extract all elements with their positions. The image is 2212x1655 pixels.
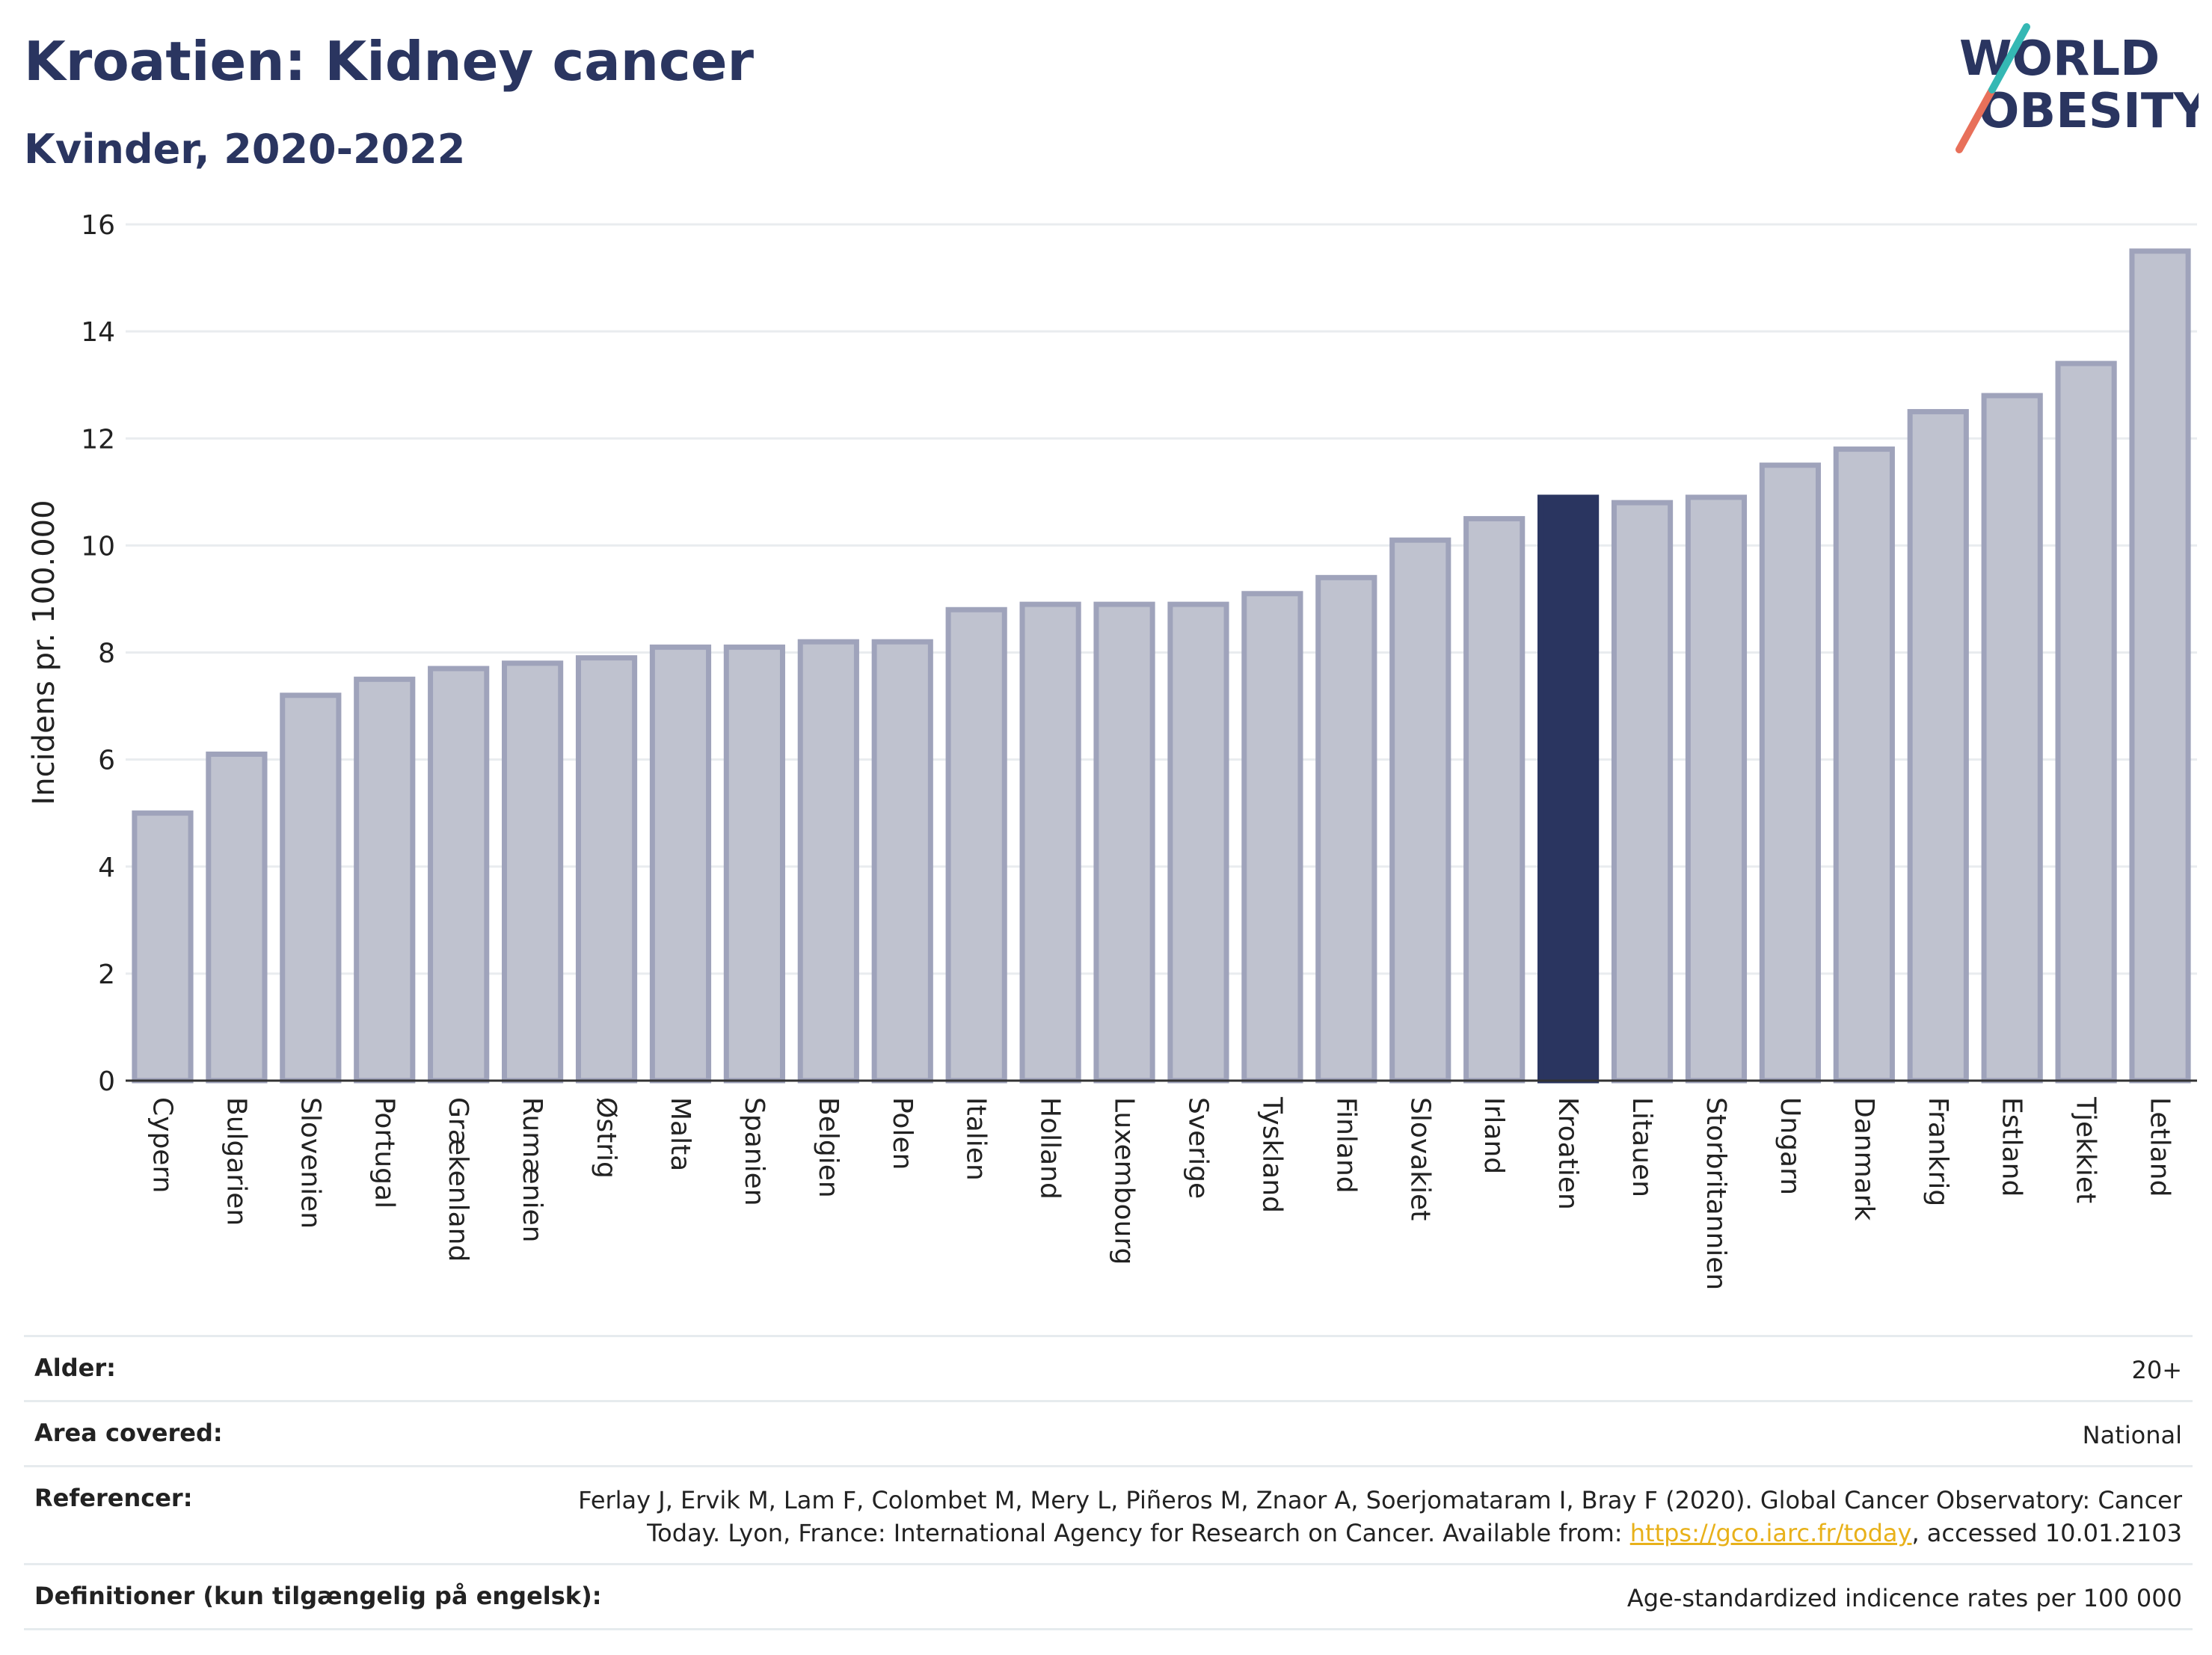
- x-tick-label: Ungarn: [1775, 1097, 1805, 1195]
- chart-subtitle: Kvinder, 2020-2022: [24, 126, 466, 173]
- x-tick-label: Belgien: [813, 1097, 844, 1198]
- bar-highlighted: [1537, 494, 1600, 1084]
- y-tick-label: 14: [81, 317, 115, 348]
- x-tick-label: Finland: [1330, 1097, 1361, 1194]
- bar: [280, 693, 342, 1084]
- bar: [649, 644, 712, 1084]
- bar: [132, 810, 194, 1084]
- bar: [723, 644, 785, 1084]
- definitions-label: Definitioner (kun tilgængelig på engelsk…: [34, 1582, 602, 1610]
- references-accessed: , accessed 10.01.2103: [1911, 1519, 2182, 1547]
- bar: [1167, 601, 1229, 1084]
- bar: [1833, 446, 1895, 1084]
- x-tick-label: Rumænien: [517, 1097, 547, 1242]
- x-tick-label: Malta: [665, 1097, 695, 1171]
- bar: [1389, 537, 1451, 1084]
- references-text: Ferlay J, Ervik M, Lam F, Colombet M, Me…: [578, 1486, 2182, 1547]
- y-tick-label: 12: [81, 424, 115, 455]
- y-tick-label: 4: [98, 853, 115, 883]
- y-tick-label: 8: [98, 639, 115, 669]
- bar: [1463, 516, 1526, 1084]
- x-tick-label: Litauen: [1626, 1097, 1657, 1197]
- references-label: Referencer:: [34, 1484, 193, 1512]
- bar: [1611, 500, 1674, 1084]
- area-label: Area covered:: [34, 1419, 223, 1447]
- x-tick-label: Grækenland: [443, 1097, 473, 1262]
- bar: [575, 655, 638, 1084]
- x-tick-label: Tjekkiet: [2071, 1096, 2101, 1203]
- area-value: National: [2082, 1421, 2182, 1449]
- info-row-area: Area covered: National: [24, 1400, 2193, 1465]
- world-obesity-logo: WORLD OBESITY: [1956, 23, 2199, 153]
- x-tick-label: Danmark: [1849, 1097, 1879, 1221]
- x-tick-label: Sverige: [1182, 1097, 1213, 1199]
- bar: [1981, 393, 2043, 1084]
- age-label: Alder:: [34, 1354, 116, 1382]
- x-tick-label: Irland: [1478, 1097, 1509, 1174]
- x-tick-label: Kroatien: [1552, 1097, 1583, 1210]
- references-link[interactable]: https://gco.iarc.fr/today: [1629, 1519, 1912, 1547]
- x-tick-label: Luxembourg: [1109, 1097, 1140, 1265]
- references-value: Ferlay J, Ervik M, Lam F, Colombet M, Me…: [500, 1484, 2182, 1550]
- bar: [206, 751, 268, 1084]
- bar: [428, 666, 490, 1084]
- bar: [354, 676, 416, 1084]
- bar: [1019, 601, 1081, 1084]
- x-tick-label: Bulgarien: [221, 1097, 251, 1226]
- x-tick-label: Letland: [2145, 1097, 2175, 1197]
- x-tick-label: Cypern: [147, 1097, 177, 1193]
- y-tick-label: 10: [81, 531, 115, 562]
- info-row-age: Alder: 20+: [24, 1335, 2193, 1400]
- x-tick-label: Slovakiet: [1404, 1097, 1435, 1220]
- y-tick-label: 6: [98, 746, 115, 776]
- x-tick-label: Polen: [887, 1097, 918, 1170]
- chart-title: Kroatien: Kidney cancer: [24, 30, 755, 93]
- info-table: Alder: 20+ Area covered: National Refere…: [24, 1335, 2193, 1630]
- bar: [945, 607, 1007, 1084]
- x-tick-label: Italien: [961, 1097, 992, 1181]
- age-value: 20+: [2131, 1356, 2182, 1384]
- y-tick-label: 0: [98, 1066, 115, 1097]
- bar: [797, 639, 859, 1084]
- x-axis-labels: Cypern Bulgarien Slovenien Portugal Grækenla…: [147, 1096, 2175, 1290]
- y-tick-label: 16: [81, 210, 115, 241]
- x-tick-label: Tyskland: [1256, 1096, 1287, 1213]
- bar: [1315, 574, 1377, 1084]
- y-axis-title: Incidens pr. 100.000: [27, 500, 61, 805]
- bar: [871, 639, 933, 1084]
- x-tick-label: Portugal: [369, 1097, 399, 1209]
- definitions-value: Age-standardized indicence rates per 100…: [1626, 1584, 2182, 1612]
- x-tick-label: Spanien: [739, 1097, 769, 1206]
- x-tick-label: Estland: [1997, 1097, 2027, 1197]
- bar: [1759, 462, 1821, 1084]
- x-tick-label: Østrig: [591, 1097, 621, 1179]
- x-tick-label: Holland: [1035, 1097, 1066, 1200]
- bar: [2055, 360, 2117, 1084]
- logo-line-2: OBESITY: [1979, 84, 2199, 139]
- bar: [2129, 248, 2191, 1084]
- logo-line-1: WORLD: [1959, 31, 2160, 87]
- bar: [1907, 408, 1969, 1084]
- x-tick-label: Frankrig: [1923, 1097, 1953, 1206]
- bars: [132, 248, 2191, 1084]
- info-row-references: Referencer: Ferlay J, Ervik M, Lam F, Co…: [24, 1465, 2193, 1563]
- bar-chart: 0 2 4 6 8 10 12 14 16 Cypern Bulgarien Slovenien Po…: [27, 210, 2197, 1290]
- x-tick-label: Slovenien: [295, 1097, 325, 1229]
- bar: [502, 660, 564, 1084]
- info-row-definitions: Definitioner (kun tilgængelig på engelsk…: [24, 1563, 2193, 1630]
- bar: [1241, 591, 1303, 1084]
- bar: [1093, 601, 1155, 1084]
- x-tick-label: Storbritannien: [1701, 1097, 1731, 1290]
- bar: [1685, 494, 1748, 1084]
- y-tick-label: 2: [98, 959, 115, 990]
- y-axis-ticks: 0 2 4 6 8 10 12 14 16: [81, 210, 115, 1097]
